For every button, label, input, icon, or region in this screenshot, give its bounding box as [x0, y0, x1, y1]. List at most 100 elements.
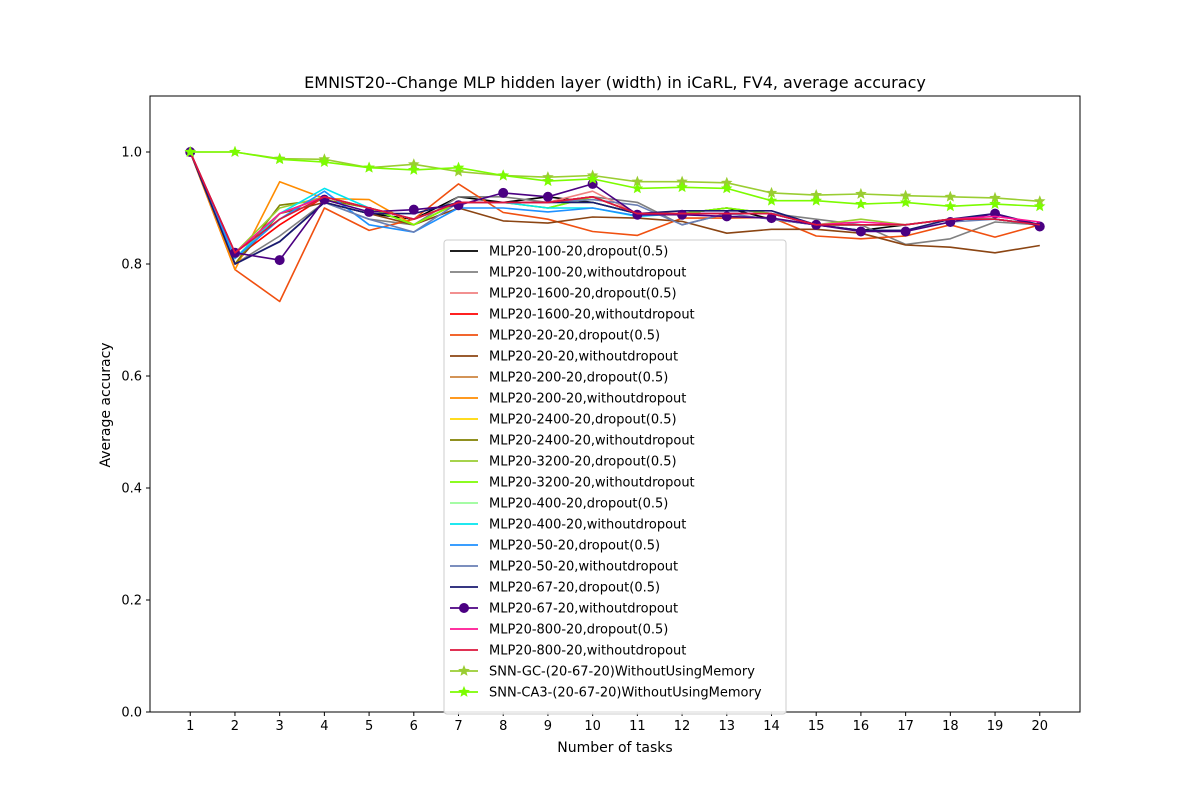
legend-entry: MLP20-2400-20,dropout(0.5)	[450, 413, 677, 428]
series-18	[185, 147, 1045, 266]
legend-marker	[458, 685, 470, 697]
x-tick-label: 8	[499, 719, 507, 734]
data-point	[944, 190, 957, 202]
x-tick-label: 5	[365, 719, 373, 734]
legend-entry: MLP20-67-20,dropout(0.5)	[450, 581, 660, 596]
legend-label: MLP20-50-20,dropout(0.5)	[489, 539, 660, 554]
data-point	[676, 181, 688, 193]
legend-label: MLP20-1600-20,dropout(0.5)	[489, 287, 677, 302]
legend-label: MLP20-800-20,dropout(0.5)	[489, 623, 668, 638]
data-point	[452, 161, 465, 173]
legend-entry: SNN-CA3-(20-67-20)WithoutUsingMemory	[450, 686, 762, 701]
legend-entry: MLP20-2400-20,withoutdropout	[450, 434, 695, 449]
data-point	[497, 169, 510, 181]
series-5	[189, 151, 1041, 303]
legend-entry: MLP20-200-20,dropout(0.5)	[450, 371, 668, 386]
legend-entry: MLP20-3200-20,withoutdropout	[450, 476, 695, 491]
legend-entry: MLP20-20-20,withoutdropout	[450, 350, 678, 365]
legend-entry: MLP20-67-20,withoutdropout	[450, 602, 678, 617]
legend-label: SNN-CA3-(20-67-20)WithoutUsingMemory	[489, 686, 762, 701]
x-tick-label: 19	[987, 719, 1004, 734]
legend-label: MLP20-20-20,dropout(0.5)	[489, 329, 660, 344]
legend-entry: MLP20-400-20,withoutdropout	[450, 518, 686, 533]
data-point	[408, 204, 419, 215]
data-point	[989, 198, 1001, 209]
data-point	[899, 196, 912, 208]
data-point	[1033, 200, 1046, 212]
legend-entry: MLP20-1600-20,dropout(0.5)	[450, 287, 677, 302]
legend-entry: MLP20-800-20,dropout(0.5)	[450, 623, 668, 638]
legend-entry: SNN-GC-(20-67-20)WithoutUsingMemory	[450, 665, 755, 680]
data-point	[855, 198, 867, 209]
series-line	[189, 151, 1041, 261]
data-point	[274, 255, 285, 266]
data-point	[855, 187, 867, 199]
series-line	[190, 151, 1040, 208]
data-point	[229, 145, 241, 157]
legend-label: MLP20-100-20,withoutdropout	[489, 266, 686, 281]
legend-entry: MLP20-50-20,withoutdropout	[450, 560, 678, 575]
legend-entry: MLP20-20-20,dropout(0.5)	[450, 329, 660, 344]
y-tick-label: 0.6	[121, 370, 142, 385]
series-line	[190, 151, 1040, 203]
legend-label: SNN-GC-(20-67-20)WithoutUsingMemory	[489, 665, 755, 680]
x-tick-label: 15	[808, 719, 825, 734]
x-tick-label: 13	[719, 719, 736, 734]
legend-label: MLP20-2400-20,dropout(0.5)	[489, 413, 677, 428]
x-tick-label: 20	[1031, 719, 1048, 734]
x-tick-label: 16	[853, 719, 870, 734]
data-point	[452, 165, 465, 177]
y-tick-label: 0.2	[121, 594, 142, 609]
data-point	[631, 182, 644, 194]
x-tick-label: 4	[320, 719, 328, 734]
y-tick-label: 0.8	[121, 258, 142, 273]
chart-title: EMNIST20--Change MLP hidden layer (width…	[304, 73, 926, 92]
legend-entry: MLP20-100-20,withoutdropout	[450, 266, 686, 281]
series-line	[189, 151, 1041, 303]
data-point	[542, 175, 554, 187]
series-17	[189, 151, 1040, 265]
data-point	[1034, 221, 1045, 232]
x-tick-label: 11	[629, 719, 646, 734]
y-tick-label: 0.0	[121, 706, 142, 721]
legend-label: MLP20-67-20,dropout(0.5)	[489, 581, 660, 596]
y-axis-label: Average accuracy	[98, 342, 114, 467]
x-tick-label: 6	[410, 719, 418, 734]
x-tick-label: 10	[584, 719, 601, 734]
series-22	[184, 145, 1046, 212]
data-point	[498, 187, 509, 198]
legend-label: MLP20-400-20,dropout(0.5)	[489, 497, 668, 512]
legend-entry: MLP20-50-20,dropout(0.5)	[450, 539, 660, 554]
legend-label: MLP20-50-20,withoutdropout	[489, 560, 678, 575]
y-tick-label: 0.4	[121, 482, 142, 497]
data-point	[586, 172, 599, 184]
data-point	[900, 226, 911, 237]
legend-label: MLP20-100-20,dropout(0.5)	[489, 245, 668, 260]
x-axis-label: Number of tasks	[557, 740, 672, 756]
legend-label: MLP20-200-20,withoutdropout	[489, 392, 686, 407]
legend-entry: MLP20-200-20,withoutdropout	[450, 392, 686, 407]
legend-entry: MLP20-1600-20,withoutdropout	[450, 308, 695, 323]
data-point	[363, 161, 375, 173]
data-point	[273, 153, 286, 165]
data-point	[944, 200, 957, 212]
x-tick-label: 17	[897, 719, 914, 734]
series-20	[189, 151, 1040, 254]
x-tick-label: 1	[186, 719, 194, 734]
data-point	[318, 156, 331, 167]
legend-entry: MLP20-400-20,dropout(0.5)	[450, 497, 668, 512]
legend-label: MLP20-67-20,withoutdropout	[489, 602, 678, 617]
legend-label: MLP20-3200-20,withoutdropout	[489, 476, 695, 491]
legend-label: MLP20-3200-20,dropout(0.5)	[489, 455, 677, 470]
x-tick-label: 9	[544, 719, 552, 734]
legend-entry: MLP20-100-20,dropout(0.5)	[450, 245, 668, 260]
x-tick-label: 2	[231, 719, 239, 734]
x-tick-label: 3	[276, 719, 284, 734]
data-point	[855, 226, 866, 237]
legend-label: MLP20-2400-20,withoutdropout	[489, 434, 695, 449]
legend-box	[443, 239, 787, 715]
legend-label: MLP20-800-20,withoutdropout	[489, 644, 686, 659]
series-layer	[184, 145, 1046, 303]
data-point	[184, 145, 197, 157]
